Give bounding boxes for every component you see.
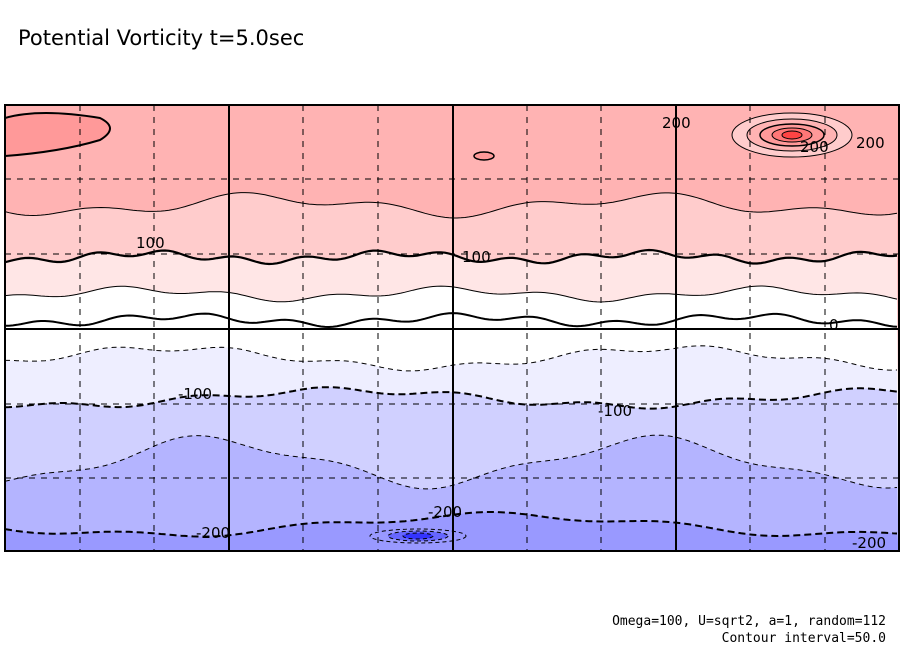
contour-label: -200 (196, 524, 230, 542)
contour-line (5, 386, 898, 410)
contour-label: 100 (136, 234, 165, 252)
contour-label: -100 (178, 385, 212, 403)
contour-label: 200 (800, 138, 829, 156)
parameters-note: Omega=100, U=sqrt2, a=1, random=112 (612, 614, 886, 629)
contour-label: 200 (662, 114, 691, 132)
contour-label: -200 (428, 503, 462, 521)
contour-lines (5, 112, 898, 544)
plot-frame (4, 104, 900, 552)
grid-lines (5, 105, 899, 551)
contour-label: 100 (462, 248, 491, 266)
vortex-contour (402, 532, 434, 540)
contour-line (5, 192, 898, 219)
contour-line (5, 511, 898, 538)
vortex-contour (781, 130, 803, 140)
chart-title: Potential Vorticity t=5.0sec (18, 26, 305, 50)
contour-label: -200 (852, 534, 886, 552)
vortex-contour (473, 151, 495, 161)
contour-label: 200 (856, 134, 885, 152)
high-pv-region (5, 112, 111, 158)
contour-label: -100 (598, 402, 632, 420)
contour-interval-note: Contour interval=50.0 (721, 631, 886, 646)
contour-line (5, 345, 898, 372)
contour-label: 0 (829, 316, 839, 334)
contour-line (5, 312, 898, 329)
contour-labels: 200 200 200 100 100 0 -100 -100 -200 -200 -200 (136, 114, 886, 552)
